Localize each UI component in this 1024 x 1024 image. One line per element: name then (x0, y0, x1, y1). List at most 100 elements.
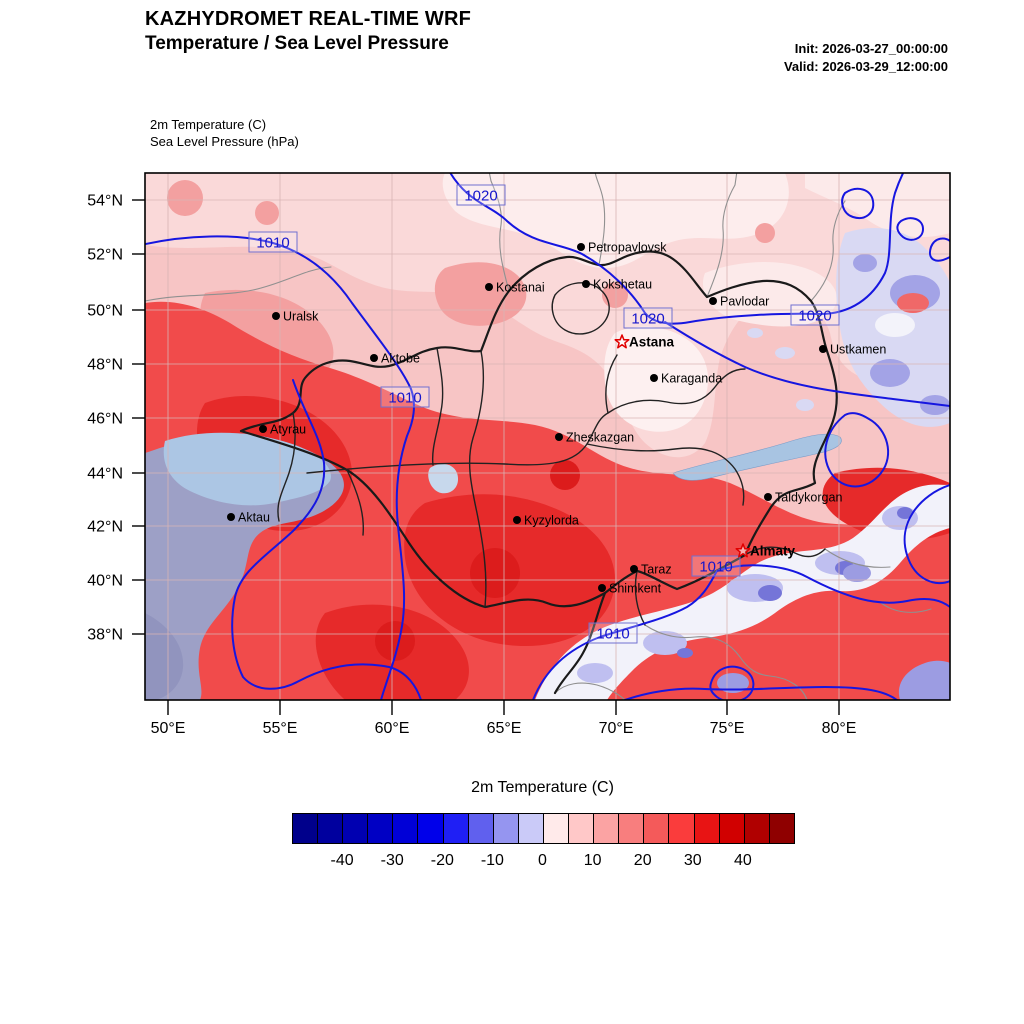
colorbar-segment (743, 814, 769, 843)
border-lines (145, 173, 932, 700)
city-label: Zheskazgan (566, 431, 634, 445)
city-label: Petropavlovsk (588, 241, 667, 255)
city-aktobe: Aktobe (370, 352, 420, 366)
pressure-label: 1020 (456, 184, 506, 206)
city-label: Shimkent (609, 582, 662, 596)
pressure-label-box (248, 231, 298, 253)
city-label: Aktau (238, 511, 270, 525)
lat-tick-label: 42°N (87, 519, 123, 536)
city-dot-icon (630, 565, 638, 573)
pressure-label-box (456, 184, 506, 206)
city-pavlodar: Pavlodar (709, 295, 769, 309)
city-label: Ustkamen (830, 343, 886, 357)
pressure-label-value: 1020 (631, 311, 664, 328)
city-dot-icon (709, 297, 717, 305)
oblast-borders (277, 282, 826, 626)
city-dot-icon (370, 354, 378, 362)
pressure-label-box (588, 622, 638, 644)
city-label: Pavlodar (720, 295, 769, 309)
city-label: Kostanai (496, 281, 545, 295)
colorbar-segment (517, 814, 543, 843)
colorbar-segment (293, 814, 318, 843)
capital-star-icon (735, 543, 751, 558)
pressure-label: 1020 (790, 304, 840, 326)
field-label-temperature: 2m Temperature (C) (150, 117, 267, 132)
lon-tick-label: 65°E (487, 720, 522, 737)
pressure-label-value: 1010 (699, 559, 732, 576)
city-shimkent: Shimkent (598, 582, 662, 596)
pressure-label-value: 1010 (388, 390, 421, 407)
colorbar-tick-label: -30 (380, 852, 404, 869)
foreign-admin-borders (145, 173, 932, 700)
pressure-label-box (623, 307, 673, 329)
colorbar-segment (693, 814, 719, 843)
city-label: Karaganda (661, 372, 722, 386)
colorbar-segment (668, 814, 694, 843)
pressure-contours (145, 173, 950, 700)
graticule-grid (145, 173, 950, 700)
colorbar-tick-label: -10 (480, 852, 504, 869)
lon-tick-label: 70°E (599, 720, 634, 737)
field-label-pressure: Sea Level Pressure (hPa) (150, 134, 299, 149)
pressure-label: 1010 (691, 555, 741, 577)
map-frame (144, 172, 951, 701)
colorbar-segment (467, 814, 493, 843)
pressure-label: 1010 (380, 386, 430, 408)
colorbar-tick-label: 20 (633, 852, 652, 869)
city-dot-icon (259, 425, 267, 433)
city-dot-icon (227, 513, 235, 521)
pressure-label-value: 1010 (596, 626, 629, 643)
capital-star-icon (614, 334, 630, 349)
lat-tick-label: 52°N (87, 247, 123, 264)
city-dot-icon (764, 493, 772, 501)
city-almaty: Almaty (735, 543, 796, 559)
latitude-axis: 54°N 52°N 50°N 48°N 46°N 44°N 42°N 40°N 38°N (87, 193, 145, 644)
city-label: Uralsk (283, 310, 319, 324)
city-ustkamen: Ustkamen (819, 343, 886, 357)
city-karaganda: Karaganda (650, 372, 722, 386)
city-dot-icon (485, 283, 493, 291)
city-astana: Astana (614, 334, 675, 350)
colorbar-segment (718, 814, 744, 843)
colorbar-segment (317, 814, 343, 843)
page-title: KAZHYDROMET REAL-TIME WRF (145, 8, 472, 30)
colorbar-title: 2m Temperature (C) (471, 779, 614, 796)
city-label: Aktobe (381, 352, 420, 366)
colorbar-segment (768, 814, 794, 843)
city-label: Kokshetau (593, 278, 652, 292)
colorbar-segment (618, 814, 644, 843)
lat-tick-label: 54°N (87, 193, 123, 210)
valid-timestamp: Valid: 2026-03-29_12:00:00 (783, 59, 948, 74)
city-kokshetau: Kokshetau (582, 278, 652, 292)
map-plot: 1020 1010 1020 1020 1010 1010 1010 Petropavlov… (87, 172, 951, 737)
lat-tick-label: 40°N (87, 573, 123, 590)
colorbar-segment (392, 814, 418, 843)
city-dot-icon (819, 345, 827, 353)
city-dot-icon (555, 433, 563, 441)
city-label: Astana (629, 335, 675, 350)
city-taldykorgan: Taldykorgan (764, 491, 842, 505)
run-timestamps: Init: 2026-03-27_00:00:00 Valid: 2026-03… (784, 40, 948, 76)
lat-tick-label: 48°N (87, 357, 123, 374)
city-dot-icon (577, 243, 585, 251)
city-label: Taldykorgan (775, 491, 842, 505)
city-dot-icon (582, 280, 590, 288)
colorbar-segment (542, 814, 569, 843)
city-kyzylorda: Kyzylorda (513, 514, 579, 528)
city-layer: Petropavlovsk Kostanai Kokshetau Pavlodar Ur… (227, 241, 886, 596)
lat-tick-label: 44°N (87, 466, 123, 483)
colorbar-segment (492, 814, 518, 843)
pressure-label: 1020 (623, 307, 673, 329)
city-dot-icon (272, 312, 280, 320)
lat-tick-label: 50°N (87, 303, 123, 320)
colorbar-tick-label: 10 (583, 852, 602, 869)
city-label: Kyzylorda (524, 514, 579, 528)
colorbar-tick-label: -40 (330, 852, 354, 869)
init-timestamp: Init: 2026-03-27_00:00:00 (794, 41, 948, 56)
pressure-label-box (790, 304, 840, 326)
colorbar-segment (568, 814, 594, 843)
pressure-label-layer: 1020 1010 1020 1020 1010 1010 1010 (248, 184, 840, 644)
colorbar-tick-labels: -40 -30 -20 -10 0 10 20 30 40 (292, 852, 793, 874)
city-dot-icon (513, 516, 521, 524)
